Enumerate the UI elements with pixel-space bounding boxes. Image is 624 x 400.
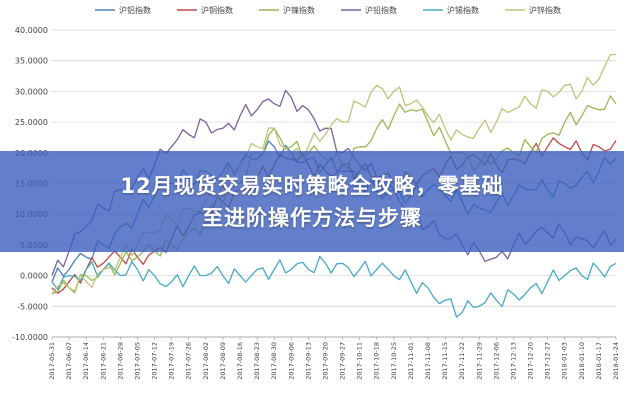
- y-tick-label: -10.0000: [12, 333, 48, 342]
- x-tick-label: 2017-07-26: [185, 342, 193, 380]
- legend-label: 沪铝指数: [119, 5, 151, 15]
- headline-line-1: 12月现货交易实时策略全攻略，零基础: [120, 173, 504, 198]
- x-tick-label: 2017-06-21: [99, 342, 107, 380]
- legend-label: 沪铅指数: [365, 5, 397, 15]
- headline-banner: 12月现货交易实时策略全攻略，零基础 至进阶操作方法与步骤: [0, 151, 624, 252]
- x-tick-label: 2017-10-18: [373, 342, 381, 380]
- legend-label: 沪铜指数: [201, 5, 233, 15]
- x-tick-label: 2017-11-01: [407, 342, 415, 380]
- x-tick-label: 2017-11-29: [475, 342, 483, 380]
- legend-label: 沪镍指数: [283, 5, 315, 15]
- x-tick-label: 2018-01-10: [578, 342, 586, 380]
- x-tick-label: 2017-05-31: [48, 342, 56, 380]
- x-tick-label: 2017-10-25: [390, 342, 398, 380]
- x-tick-label: 2017-11-08: [424, 342, 432, 380]
- y-tick-label: -5.0000: [17, 302, 48, 311]
- x-tick-label: 2017-12-20: [527, 342, 535, 380]
- x-tick-label: 2017-06-28: [116, 342, 124, 380]
- x-tick-label: 2017-08-30: [270, 342, 278, 380]
- x-tick-label: 2017-06-14: [82, 342, 90, 380]
- legend-label: 沪锌指数: [529, 5, 561, 15]
- x-tick-label: 2017-12-06: [492, 342, 500, 380]
- x-tick-label: 2017-12-27: [544, 342, 552, 380]
- x-tick-label: 2017-07-12: [151, 342, 159, 380]
- x-tick-label: 2017-09-06: [287, 342, 295, 380]
- series-line-5: [51, 255, 617, 318]
- y-tick-label: 0.0000: [20, 272, 48, 281]
- x-tick-label: 2018-01-17: [595, 342, 603, 380]
- x-tick-label: 2017-09-20: [321, 342, 329, 380]
- x-tick-label: 2018-01-24: [612, 342, 620, 380]
- x-tick-label: 2017-08-09: [219, 342, 227, 380]
- x-tick-label: 2017-08-16: [236, 342, 244, 380]
- x-tick-label: 2017-09-13: [304, 342, 312, 380]
- x-tick-label: 2017-08-23: [253, 342, 261, 380]
- x-tick-label: 2018-01-03: [561, 342, 569, 380]
- y-tick-label: 25.0000: [15, 118, 48, 127]
- x-tick-label: 2017-11-15: [441, 342, 449, 380]
- x-tick-label: 2017-09-27: [339, 342, 347, 380]
- x-tick-label: 2017-07-19: [168, 342, 176, 380]
- legend-label: 沪锡指数: [447, 5, 479, 15]
- legend: 沪铝指数 沪铜指数 沪镍指数 沪铅指数 沪锡指数 沪锌指数: [95, 5, 561, 15]
- x-tick-label: 2017-06-07: [65, 342, 73, 380]
- x-tick-label: 2017-12-13: [509, 342, 517, 380]
- y-tick-label: 35.0000: [15, 57, 48, 66]
- x-tick-label: 2017-07-05: [133, 342, 141, 380]
- x-tick-label: 2017-08-02: [202, 342, 210, 380]
- y-tick-label: 30.0000: [15, 87, 48, 96]
- headline-line-2: 至进阶操作方法与步骤: [202, 205, 422, 230]
- y-tick-label: 40.0000: [15, 26, 48, 35]
- x-tick-label: 2017-10-11: [356, 342, 364, 380]
- x-tick-label: 2017-11-22: [458, 342, 466, 380]
